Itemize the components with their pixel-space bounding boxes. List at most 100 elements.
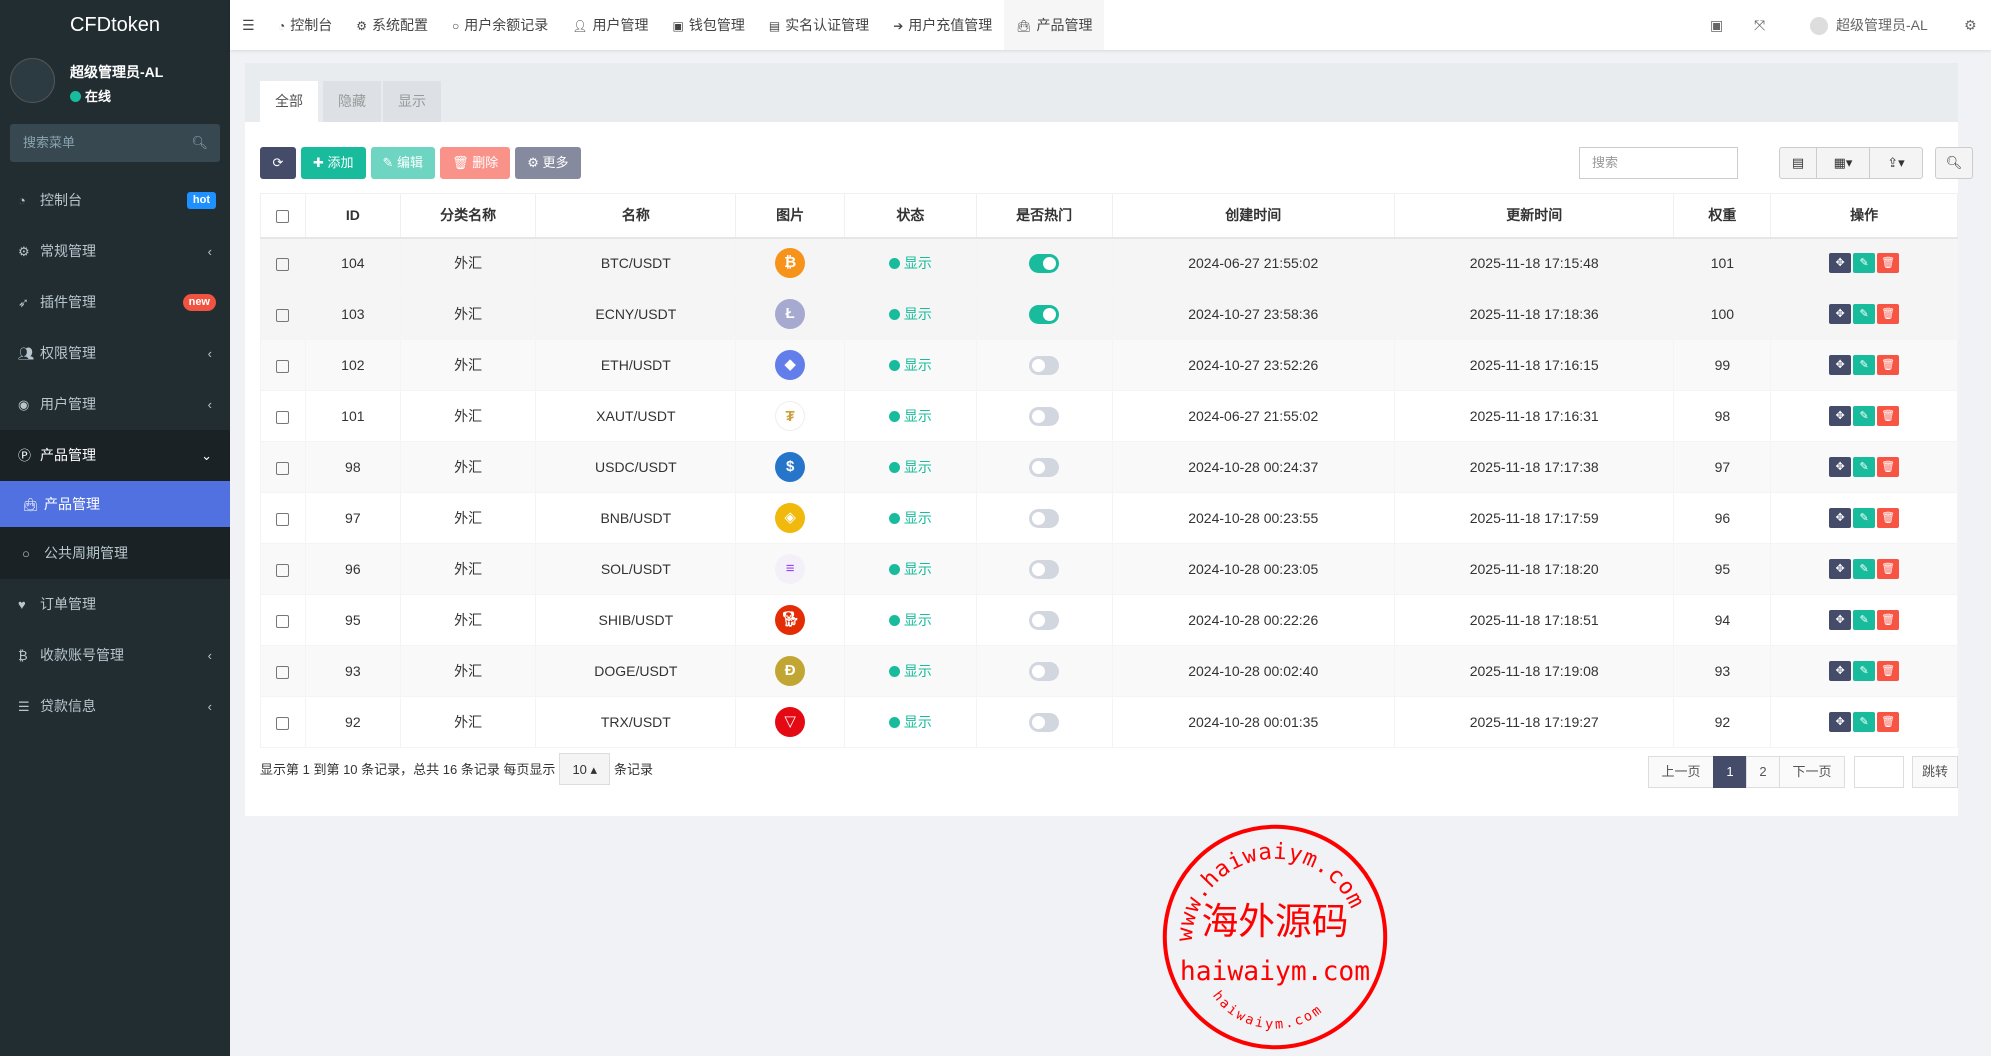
row-checkbox[interactable] xyxy=(276,563,290,577)
status-text[interactable]: 显示 xyxy=(903,357,932,373)
edit-row-button[interactable]: ✎ xyxy=(1853,457,1876,477)
edit-button[interactable]: ✎ 编辑 xyxy=(370,147,436,179)
sidebar-item-4[interactable]: ◉ 用户管理 ‹ xyxy=(0,379,230,430)
status-text[interactable]: 显示 xyxy=(903,663,932,679)
column-header[interactable]: 创建时间 xyxy=(1111,193,1395,239)
column-header[interactable]: 状态 xyxy=(844,193,977,239)
app-logo[interactable]: CFDtoken xyxy=(0,0,230,50)
edit-row-button[interactable]: ✎ xyxy=(1853,355,1876,375)
page-1-button[interactable]: 1 xyxy=(1713,756,1747,788)
delete-row-button[interactable]: 🗑︎ xyxy=(1877,661,1900,681)
hot-toggle[interactable] xyxy=(1029,508,1060,528)
settings-icon[interactable]: ⚙ xyxy=(1964,17,1977,33)
jump-page-input[interactable] xyxy=(1854,756,1904,788)
delete-row-button[interactable]: 🗑︎ xyxy=(1877,712,1900,732)
row-checkbox[interactable] xyxy=(276,614,290,628)
ltc-coin-icon[interactable]: Ł xyxy=(775,299,806,329)
add-button[interactable]: ✚ 添加 xyxy=(301,147,366,179)
hot-toggle[interactable] xyxy=(1029,253,1060,273)
status-text[interactable]: 显示 xyxy=(903,459,932,475)
hot-toggle[interactable] xyxy=(1029,712,1060,732)
row-checkbox[interactable] xyxy=(276,258,290,272)
tab-all[interactable]: 全部 xyxy=(260,81,318,122)
columns-button[interactable]: ▦▾ xyxy=(1816,147,1870,179)
row-checkbox[interactable] xyxy=(276,359,290,373)
drag-sort-button[interactable]: ✥ xyxy=(1829,355,1852,375)
status-text[interactable]: 显示 xyxy=(903,714,932,730)
status-text[interactable]: 显示 xyxy=(903,612,932,628)
edit-row-button[interactable]: ✎ xyxy=(1853,253,1876,274)
page-size-select[interactable]: 10 ▴ xyxy=(559,753,611,785)
delete-row-button[interactable]: 🗑︎ xyxy=(1877,457,1900,477)
sidebar-item-5[interactable]: Ⓟ 产品管理 ⌄ xyxy=(0,430,230,481)
row-checkbox[interactable] xyxy=(276,665,290,679)
column-header[interactable]: 更新时间 xyxy=(1393,193,1675,239)
delete-row-button[interactable]: 🗑︎ xyxy=(1877,406,1900,426)
drag-sort-button[interactable]: ✥ xyxy=(1829,712,1852,732)
nav-tab-3[interactable]: 👤︎ 用户管理 xyxy=(560,0,660,50)
column-header[interactable]: 权重 xyxy=(1673,193,1772,239)
nav-tab-1[interactable]: ⚙ 系统配置 xyxy=(344,0,440,50)
eth-coin-icon[interactable]: ◆ xyxy=(775,350,806,380)
column-header[interactable]: 操作 xyxy=(1770,193,1958,239)
column-header[interactable]: 是否热门 xyxy=(975,193,1113,239)
page-2-button[interactable]: 2 xyxy=(1746,756,1780,788)
sidebar-item-2[interactable]: ➶ 插件管理 new xyxy=(0,277,230,328)
edit-row-button[interactable]: ✎ xyxy=(1853,610,1876,630)
nav-tab-4[interactable]: ▣ 钱包管理 xyxy=(661,0,757,50)
edit-row-button[interactable]: ✎ xyxy=(1853,406,1876,426)
row-checkbox[interactable] xyxy=(276,410,290,424)
drag-sort-button[interactable]: ✥ xyxy=(1829,406,1852,426)
delete-row-button[interactable]: 🗑︎ xyxy=(1877,508,1900,528)
row-checkbox[interactable] xyxy=(276,461,290,475)
status-text[interactable]: 显示 xyxy=(903,561,932,577)
bnb-coin-icon[interactable]: ◈ xyxy=(775,503,806,533)
status-text[interactable]: 显示 xyxy=(903,408,932,424)
nav-tab-0[interactable]: ◔ 控制台 xyxy=(266,0,344,50)
xaut-coin-icon[interactable]: ₮ xyxy=(775,401,806,431)
sidebar-subitem-1[interactable]: ○ 公共周期管理 xyxy=(0,527,230,579)
hot-toggle[interactable] xyxy=(1029,406,1060,426)
doge-coin-icon[interactable]: Ð xyxy=(775,656,806,686)
status-text[interactable]: 显示 xyxy=(903,306,932,322)
edit-row-button[interactable]: ✎ xyxy=(1853,661,1876,681)
sidebar-item-7[interactable]: ₿ 收款账号管理 ‹ xyxy=(0,630,230,681)
hot-toggle[interactable] xyxy=(1029,457,1060,477)
shib-coin-icon[interactable]: 🐕︎ xyxy=(775,605,806,635)
column-header[interactable]: 名称 xyxy=(535,193,737,239)
status-text[interactable]: 显示 xyxy=(903,510,932,526)
fullscreen-icon[interactable]: ⤧ xyxy=(1754,17,1766,33)
hot-toggle[interactable] xyxy=(1029,304,1060,324)
column-header[interactable]: 图片 xyxy=(735,193,846,239)
column-header[interactable]: 分类名称 xyxy=(399,193,537,239)
sidebar-item-8[interactable]: ☰ 贷款信息 ‹ xyxy=(0,681,230,732)
drag-sort-button[interactable]: ✥ xyxy=(1829,661,1852,681)
drag-sort-button[interactable]: ✥ xyxy=(1829,610,1852,630)
btc-coin-icon[interactable]: ₿ xyxy=(775,248,806,279)
nav-tab-6[interactable]: ➔ 用户充值管理 xyxy=(881,0,1004,50)
search-icon[interactable]: 🔍︎ xyxy=(191,135,208,150)
usdc-coin-icon[interactable]: $ xyxy=(775,452,806,482)
hot-toggle[interactable] xyxy=(1029,610,1060,630)
header-user[interactable]: 超级管理员-AL xyxy=(1798,0,1940,50)
table-search-input[interactable]: 搜索 xyxy=(1579,147,1738,179)
menu-toggle-icon[interactable]: ☰ xyxy=(242,17,255,33)
edit-row-button[interactable]: ✎ xyxy=(1853,712,1876,732)
sidebar-item-6[interactable]: ♥ 订单管理 xyxy=(0,579,230,630)
more-button[interactable]: ⚙ 更多 xyxy=(515,147,581,179)
row-checkbox[interactable] xyxy=(276,308,290,322)
tab-hidden[interactable]: 隐藏 xyxy=(323,81,381,122)
toggle-view-button[interactable]: ▤ xyxy=(1779,147,1817,179)
row-checkbox[interactable] xyxy=(276,716,290,730)
drag-sort-button[interactable]: ✥ xyxy=(1829,559,1852,579)
sidebar-item-1[interactable]: ⚙ 常规管理 ‹ xyxy=(0,226,230,277)
nav-tab-2[interactable]: ○ 用户余额记录 xyxy=(440,0,560,50)
select-all-checkbox[interactable] xyxy=(276,210,290,224)
trx-coin-icon[interactable]: ▽ xyxy=(775,707,806,737)
refresh-button[interactable]: ⟳ xyxy=(260,147,296,179)
prev-page-button[interactable]: 上一页 xyxy=(1648,756,1714,788)
edit-row-button[interactable]: ✎ xyxy=(1853,508,1876,528)
hot-toggle[interactable] xyxy=(1029,661,1060,681)
menu-search-input[interactable]: 搜索菜单 🔍︎ xyxy=(10,124,220,162)
jump-button[interactable]: 跳转 xyxy=(1912,756,1958,788)
